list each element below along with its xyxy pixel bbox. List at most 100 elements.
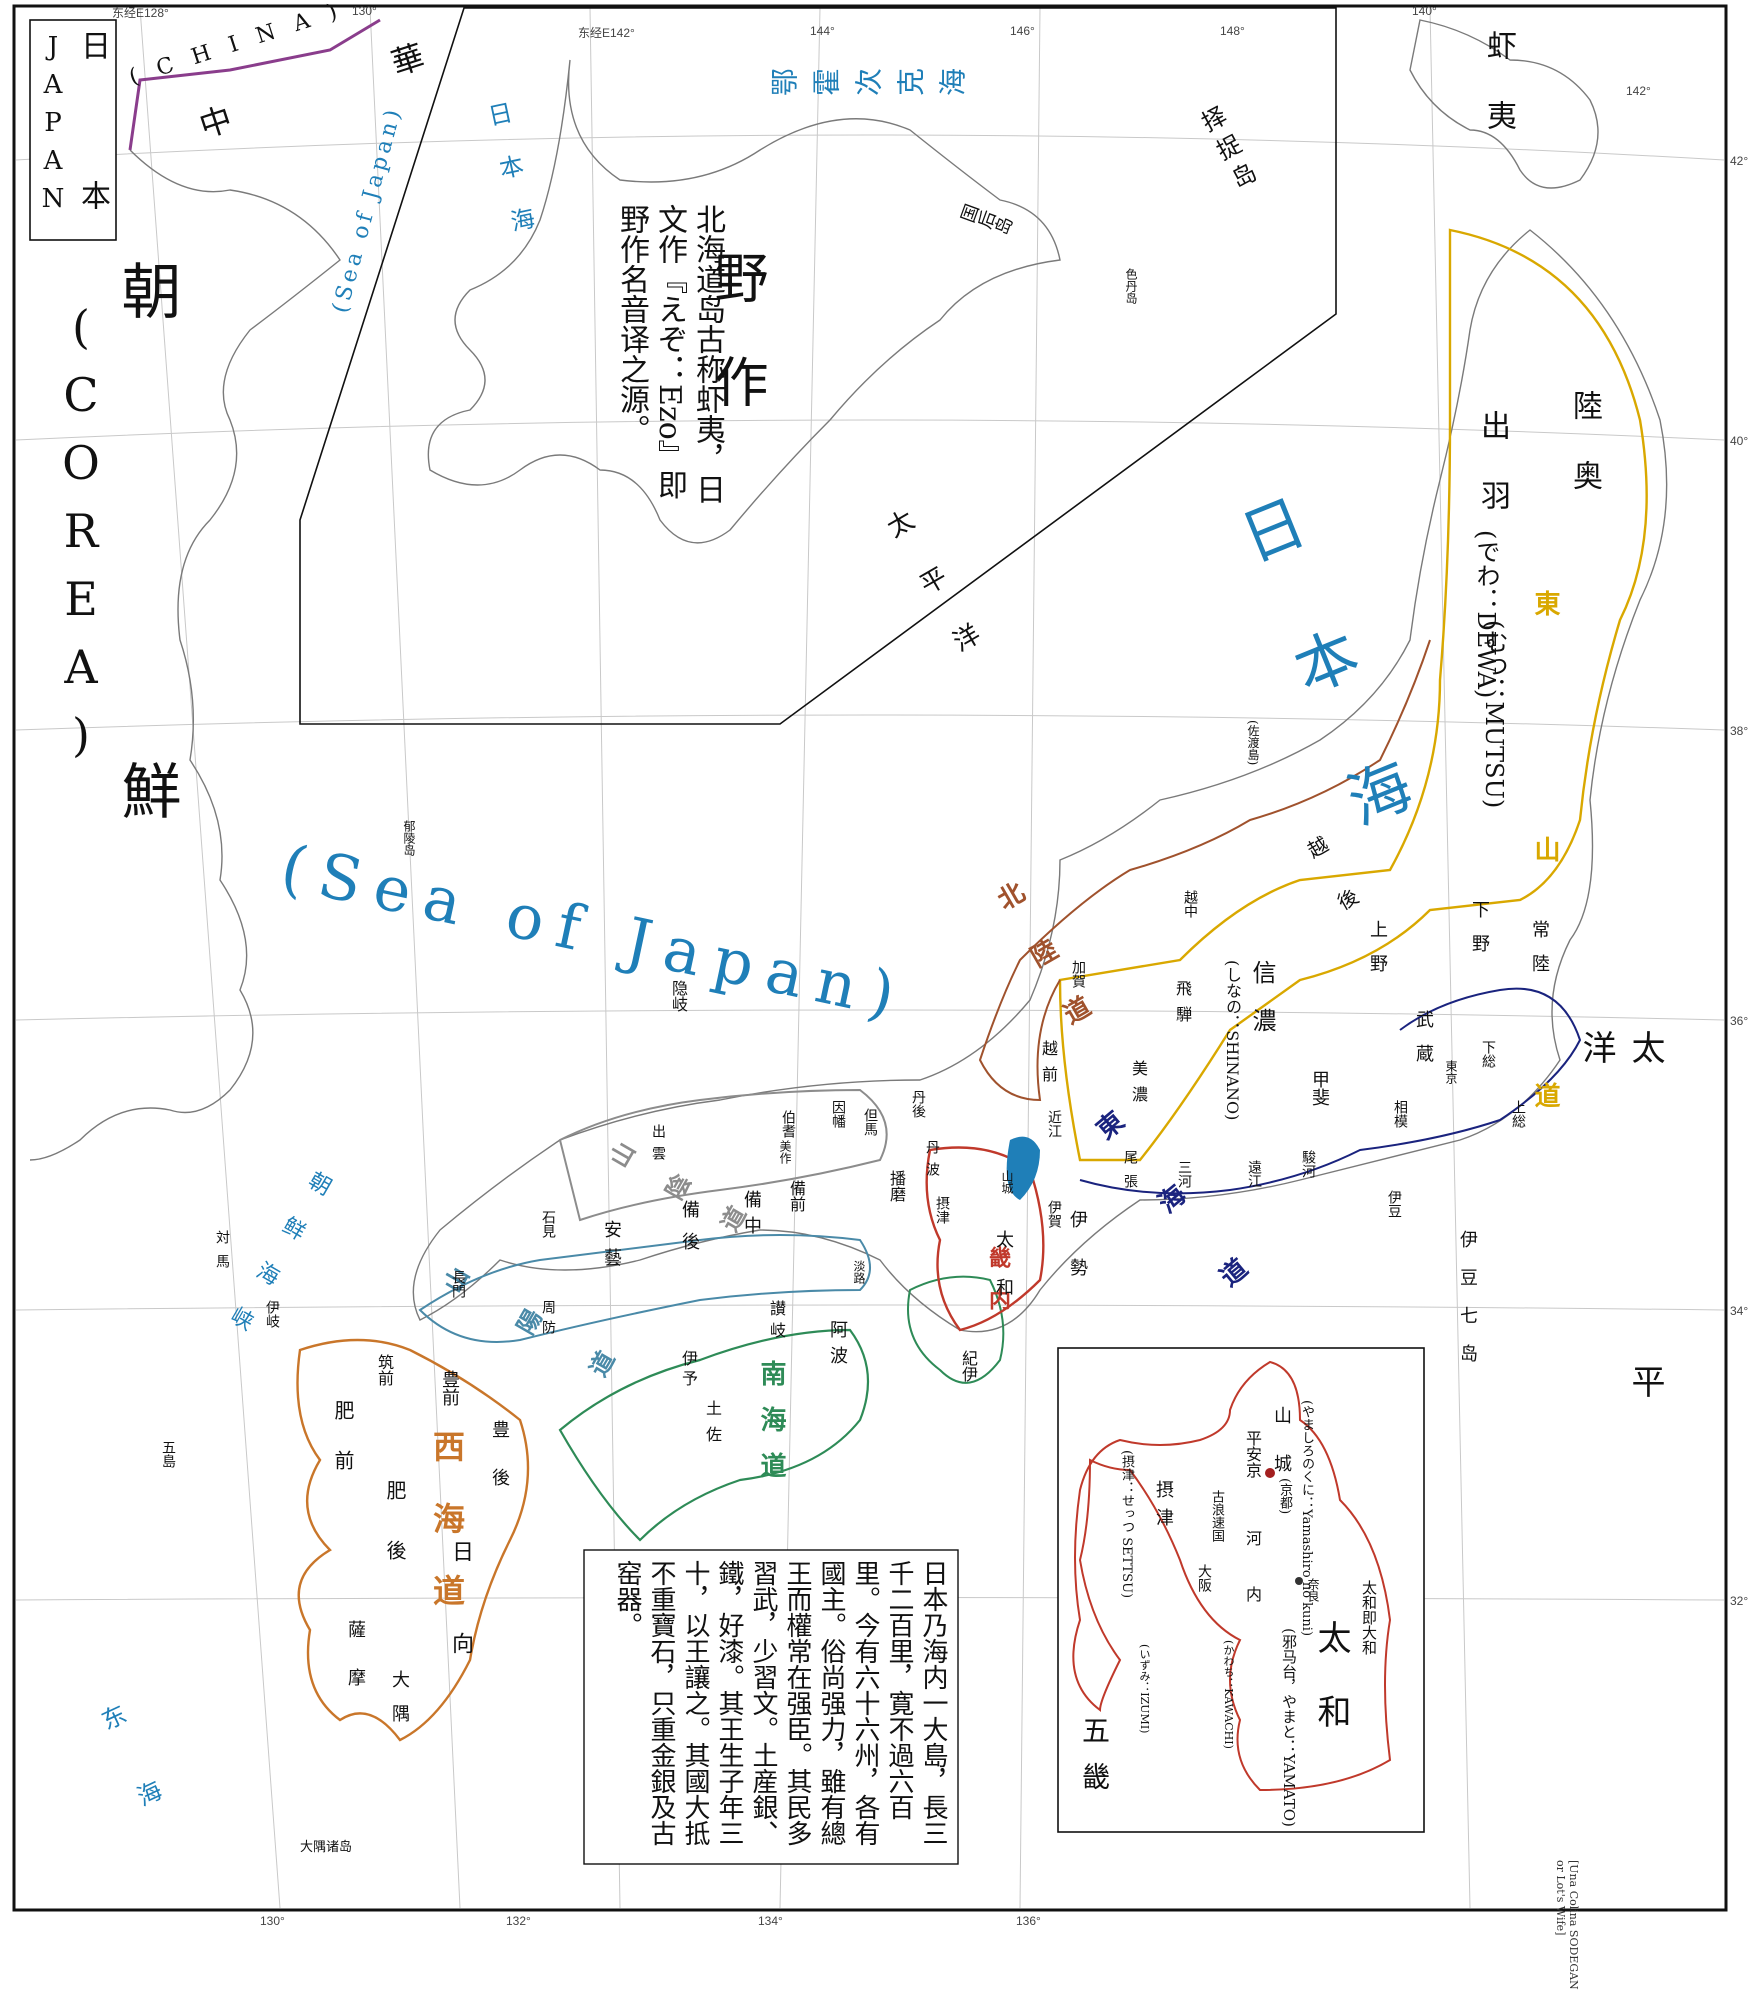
- province-yamato: 太和: [993, 1230, 1014, 1326]
- gokinai-izumi: (いずみ：IZUMI): [1138, 1644, 1151, 1734]
- margin-note: [Una Colina SODEGAN or Lot's Wife]: [1554, 1860, 1580, 1990]
- gokinai-nara: 奈良: [1306, 1578, 1320, 1602]
- kii-boundary: [907, 1275, 1005, 1384]
- gokinai-settsu-en: (摂津：せっつ SETTSU): [1119, 1450, 1134, 1599]
- history-text: 日本乃海内一大島，長三千二百里，寛不過六百里。今有六十六州，各有國主。俗尚强力，…: [612, 1560, 948, 1846]
- tick-top-1: 130°: [352, 4, 377, 18]
- donghai-boundary: [1079, 987, 1582, 1195]
- island-ezo: 虾夷: [1481, 30, 1516, 170]
- province-hitachi: 常陸: [1529, 920, 1550, 988]
- tick-top-0: 东经E128°: [112, 6, 169, 20]
- province-tosa: 土佐: [703, 1400, 722, 1452]
- island-ulleung: 郁陵岛: [402, 820, 416, 856]
- province-hida: 飛騨: [1173, 980, 1192, 1032]
- korea-label-en: (COREA): [54, 300, 108, 776]
- corner-title-cn: 日本: [75, 30, 110, 330]
- shanyang-boundary: [418, 1234, 871, 1343]
- province-suruga: 駿河: [1300, 1150, 1316, 1178]
- gokinai-note: 太和即大和: [1360, 1580, 1378, 1655]
- tick-right-0: 42°: [1730, 154, 1749, 168]
- province-sagami: 相模: [1392, 1100, 1408, 1128]
- province-yamashiro: 山城: [1000, 1170, 1014, 1194]
- gokinai-naniwa: 古浪速国: [1209, 1490, 1224, 1542]
- province-inaba: 因幡: [830, 1100, 846, 1128]
- province-mino: 美濃: [1129, 1060, 1148, 1112]
- hokkaido-inset-frame: [299, 7, 1337, 725]
- province-kai: 甲斐: [1309, 1070, 1330, 1106]
- tick-top-7: 142°: [1626, 84, 1651, 98]
- map-frame: [12, 4, 1728, 1912]
- dongshan-boundary: [1058, 228, 1648, 1162]
- tick-right-2: 38°: [1730, 724, 1749, 738]
- province-awaji: 淡路: [852, 1260, 866, 1284]
- gokinai-kawachi: 河内: [1243, 1530, 1262, 1642]
- province-hizen: 肥前: [331, 1400, 355, 1500]
- province-kozuke: 上野: [1367, 920, 1388, 988]
- circuit-jinai: 畿内: [985, 1246, 1011, 1330]
- province-ise: 伊勢: [1067, 1210, 1088, 1306]
- corner-title-en: JAPAN: [38, 32, 68, 222]
- xihai-boundary: [296, 1338, 530, 1742]
- province-chikuzen: 筑前: [375, 1354, 394, 1386]
- lake-biwa: [1006, 1136, 1040, 1200]
- province-awa: 阿波: [827, 1320, 848, 1372]
- province-tajima: 但馬: [862, 1108, 878, 1136]
- province-higo: 肥後: [383, 1480, 407, 1600]
- province-iga: 伊賀: [1046, 1200, 1062, 1228]
- circuit-dongshan: 東山道: [1530, 590, 1560, 1328]
- province-iyo: 伊予: [679, 1350, 698, 1390]
- gokinai-yamato-en: (邪马台，やまと：YAMATO): [1280, 1628, 1298, 1827]
- kyoto-marker: [1265, 1468, 1275, 1478]
- province-etchu: 越中: [1182, 890, 1198, 918]
- gokinai-yamashiro: 山城: [1271, 1406, 1292, 1502]
- province-satsuma: 薩摩: [345, 1620, 366, 1716]
- tick-right-4: 34°: [1730, 1304, 1749, 1318]
- province-omi: 近江: [1046, 1110, 1062, 1138]
- tick-right-1: 40°: [1730, 434, 1749, 448]
- shanyin-boundary: [558, 1088, 888, 1222]
- province-bingo: 備後: [679, 1200, 700, 1264]
- island-osumi: 大隅诸岛: [300, 1840, 353, 1855]
- province-mikawa: 三河: [1176, 1160, 1192, 1188]
- province-echizen: 越前: [1039, 1040, 1058, 1092]
- province-settsu: 摂津: [934, 1196, 950, 1224]
- province-kazusa: 上総: [1510, 1100, 1526, 1128]
- beilu-boundary: [978, 639, 1431, 1102]
- island-sado: (佐渡島): [1246, 720, 1260, 766]
- tick-bottom-1: 132°: [506, 1914, 531, 1928]
- province-hyuga: 日向: [448, 1540, 473, 1724]
- gokinai-heian: 平安京: [1243, 1430, 1262, 1478]
- tick-bottom-3: 136°: [1016, 1914, 1041, 1928]
- province-aki: 安藝: [601, 1220, 622, 1276]
- corner-box-frame: [29, 19, 117, 241]
- island-oki: 隐岐: [669, 980, 688, 1012]
- province-sanuki: 讃岐: [767, 1300, 786, 1344]
- nanhai-boundary: [558, 1328, 870, 1542]
- tick-top-5: 148°: [1220, 24, 1245, 38]
- province-suo: 周防: [540, 1300, 556, 1340]
- province-goto: 五島: [160, 1440, 176, 1468]
- nara-marker: [1295, 1577, 1303, 1585]
- island-shikotan: 色丹岛: [1124, 268, 1138, 304]
- tick-top-4: 146°: [1010, 24, 1035, 38]
- tick-top-6: 140°: [1412, 4, 1437, 18]
- gokinai-yamashiro-en: (やましろのくに：Yamashiro no kuni): [1299, 1400, 1314, 1637]
- province-shimotsuke: 下野: [1469, 900, 1490, 968]
- island-izu-seven: 伊豆七岛: [1457, 1230, 1478, 1382]
- ezo-coast: [1409, 19, 1599, 189]
- gokinai-kyoto: (京都): [1277, 1478, 1292, 1515]
- circuit-xihai: 西海道: [428, 1430, 466, 1646]
- tick-bottom-2: 134°: [758, 1914, 783, 1928]
- tick-right-3: 36°: [1730, 1014, 1749, 1028]
- province-mutsu-en: (むつ：MUTSU): [1480, 620, 1508, 809]
- korea-label: 朝鮮: [111, 260, 181, 1260]
- tick-top-3: 144°: [810, 24, 835, 38]
- gokinai-osaka: 大阪: [1196, 1564, 1212, 1592]
- hokkaido-title: 野作: [705, 250, 768, 458]
- tick-bottom-0: 130°: [260, 1914, 285, 1928]
- gokinai-title: 五畿: [1078, 1716, 1111, 1808]
- gokinai-outline: [1072, 1360, 1392, 1792]
- hokkaido-coast: [427, 59, 1061, 544]
- province-totomi: 遠江: [1246, 1160, 1262, 1188]
